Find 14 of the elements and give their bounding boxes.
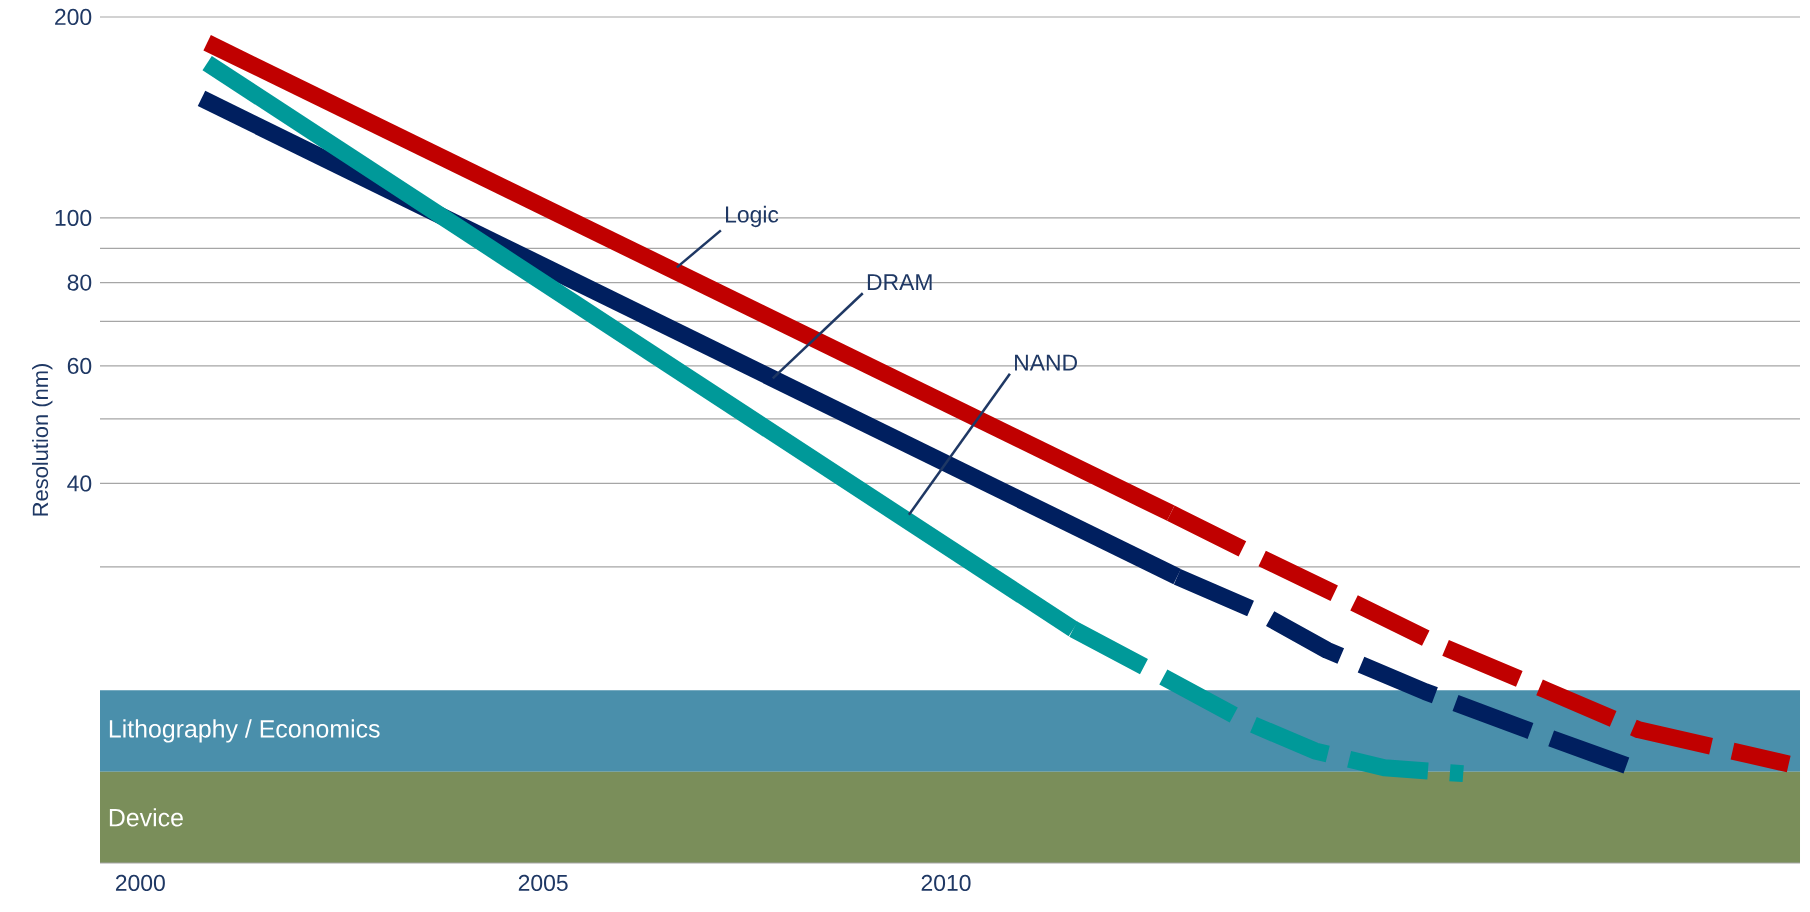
y-tick-label: 40 — [67, 475, 92, 492]
annotation: NAND — [1015, 354, 1077, 371]
band-label: Lithography / Economics — [109, 719, 380, 743]
annotation: DRAM — [867, 274, 932, 291]
y-tick-label: 80 — [67, 274, 92, 291]
x-tick-label: 2000 — [115, 874, 165, 892]
band-label: Device — [109, 808, 183, 827]
annotation: Logic — [726, 205, 779, 228]
x-tick-label: 2010 — [921, 874, 971, 892]
y-tick-label: 100 — [55, 209, 92, 226]
y-tick-label: 60 — [67, 357, 92, 375]
y-axis-title: Resolution (nm) — [32, 364, 53, 516]
y-tick-label: 200 — [55, 8, 92, 26]
x-tick-label: 2005 — [518, 874, 568, 892]
